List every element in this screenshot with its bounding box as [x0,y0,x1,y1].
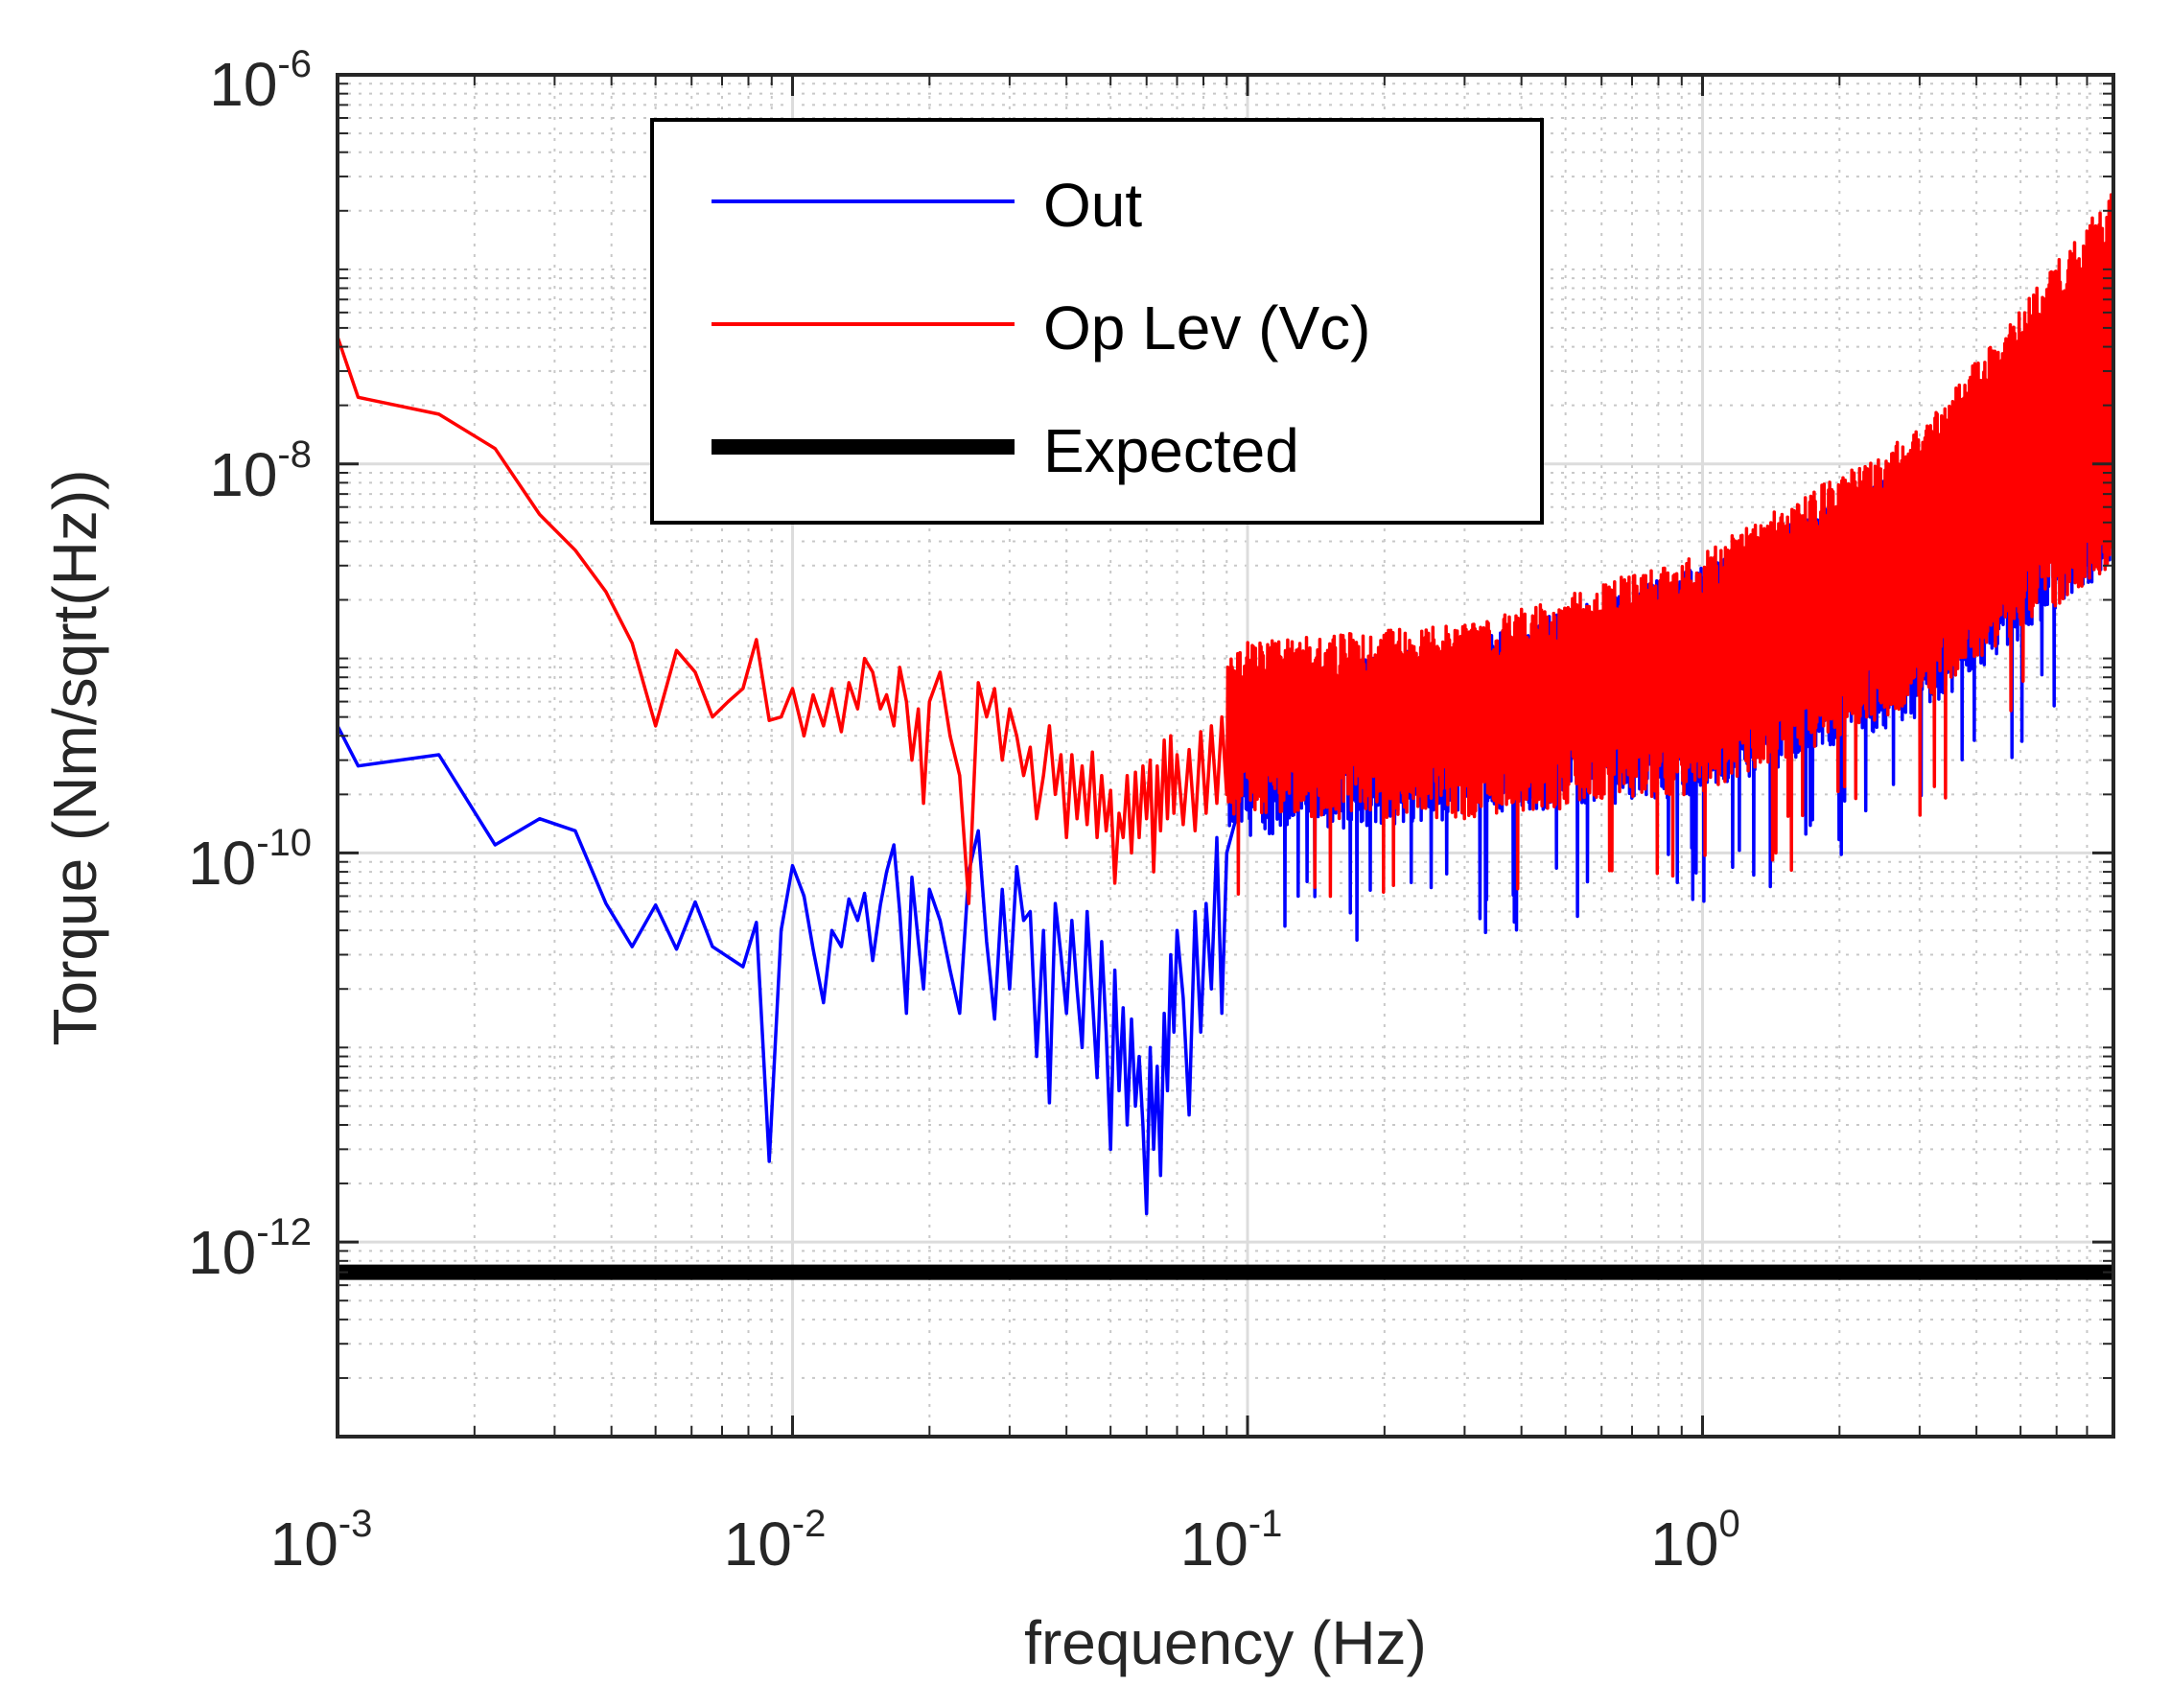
axis-ticks [336,73,2114,1438]
legend-label-expected: Expected [1043,416,1299,485]
x-tick-label: 10-1 [1180,1503,1283,1579]
x-axis-title: frequency (Hz) [1024,1608,1427,1677]
y-tick-label: 10-6 [209,43,312,119]
series-line-oplev [338,193,2113,905]
y-tick-label: 10-10 [188,822,312,898]
legend-label-out: Out [1043,171,1142,240]
x-tick-label: 10-2 [724,1503,827,1579]
y-tick-label: 10-12 [188,1211,312,1287]
legend-box [650,118,1544,525]
x-tick-labels: 10-3 10-2 10-1 100 [270,1503,1740,1579]
legend-label-oplev: Op Lev (Vc) [1043,293,1370,363]
x-tick-label: 100 [1650,1503,1739,1579]
x-tick-label: 10-3 [270,1503,373,1579]
y-tick-labels: 10-12 10-10 10-8 10-6 [188,43,312,1287]
y-axis-title: Torque (Nm/sqrt(Hz)) [40,470,109,1046]
plot-frame [336,73,2115,1439]
y-tick-label: 10-8 [209,433,312,509]
legend: Out Op Lev (Vc) Expected [650,118,1544,525]
series-layer [338,193,2113,1280]
